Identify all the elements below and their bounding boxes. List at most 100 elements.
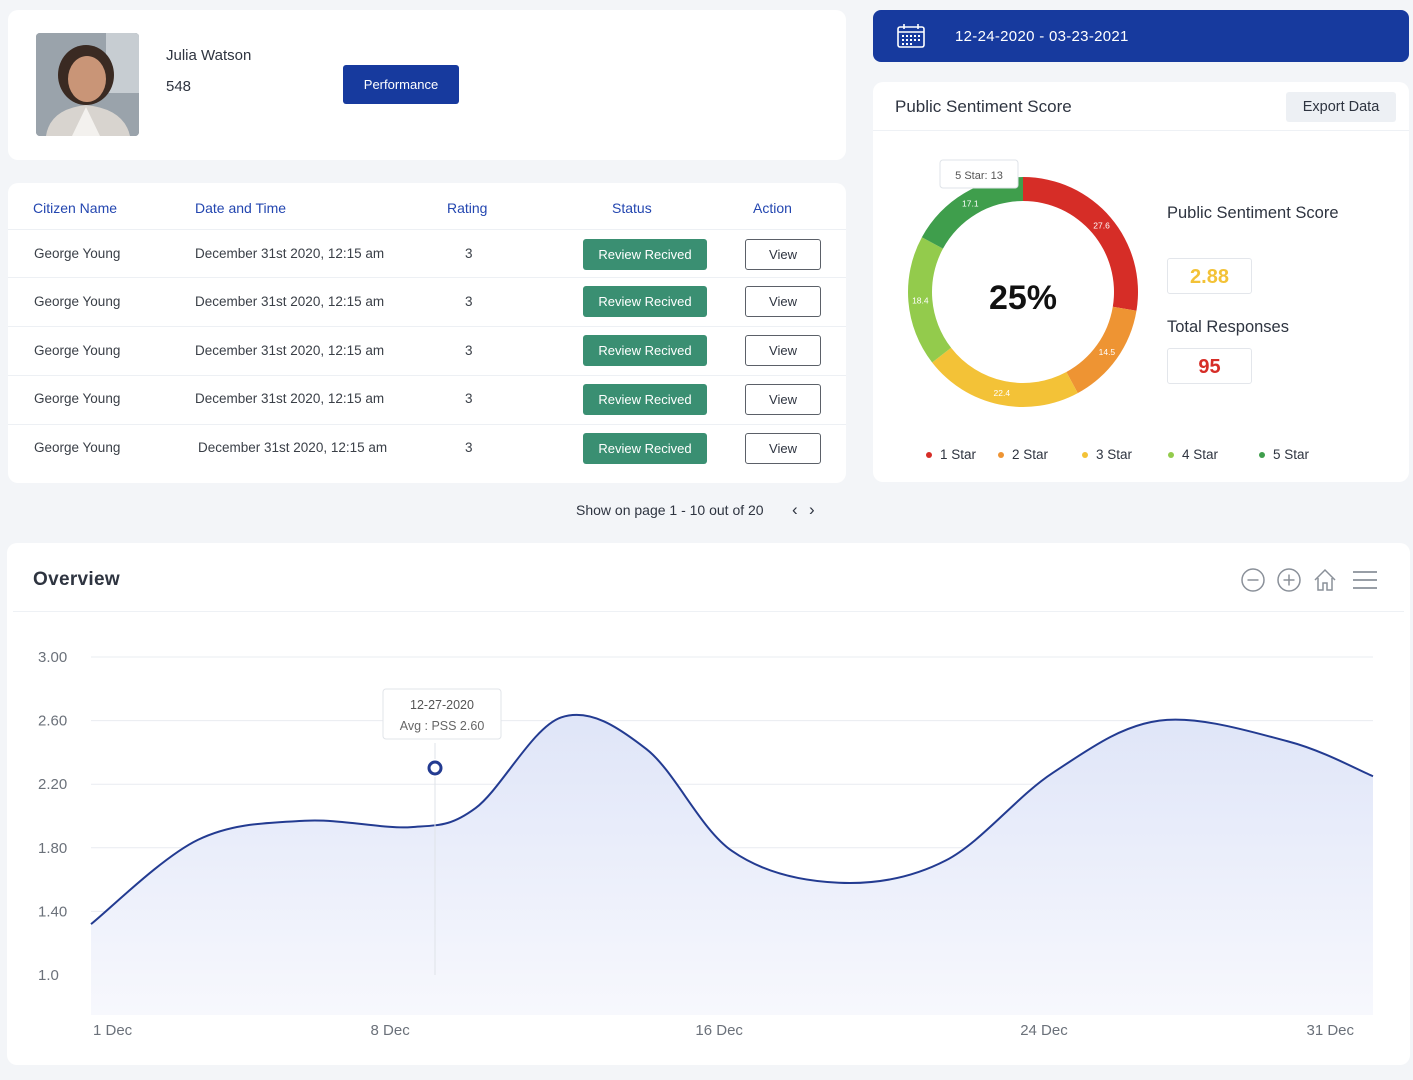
tooltip-date: 12-27-2020 xyxy=(410,698,474,712)
overview-card: Overview 3.00 2.60 2.20 1.80 1.40 1.0 1 Dec 8 … xyxy=(7,543,1410,1065)
view-button[interactable]: View xyxy=(745,239,821,270)
export-data-button[interactable]: Export Data xyxy=(1286,92,1396,122)
sentiment-card: Public Sentiment Score Export Data 27.6 1… xyxy=(873,82,1409,482)
date-range-text: 12-24-2020 - 03-23-2021 xyxy=(955,28,1129,45)
sentiment-title: Public Sentiment Score xyxy=(895,97,1072,116)
legend-item: 3 Star xyxy=(1082,447,1132,462)
legend-dot xyxy=(1168,452,1174,459)
column-header-date-time[interactable]: Date and Time xyxy=(195,200,287,216)
citizen-name-cell: George Young xyxy=(34,246,121,261)
donut-slice-label: 14.5 xyxy=(1099,347,1116,357)
column-header-citizen-name[interactable]: Citizen Name xyxy=(33,200,118,216)
datetime-cell: December 31st 2020, 12:15 am xyxy=(195,246,385,261)
calendar-icon xyxy=(896,23,926,54)
legend-dot xyxy=(1259,452,1265,459)
donut-slice-5-star[interactable] xyxy=(921,177,1023,249)
legend-item: 1 Star xyxy=(926,447,976,462)
legend-label: 2 Star xyxy=(1012,447,1049,462)
datetime-cell: December 31st 2020, 12:15 am xyxy=(198,440,388,455)
y-tick-label: 1.0 xyxy=(38,967,59,984)
citizen-name-cell: George Young xyxy=(34,294,121,309)
hover-marker[interactable] xyxy=(426,759,445,777)
prev-page-button[interactable]: ‹ xyxy=(792,500,798,519)
rating-cell: 3 xyxy=(465,440,473,455)
sentiment-donut-chart: 27.6 14.5 22.4 18.4 17.1 25% 5 Star: 13 xyxy=(908,159,1138,407)
x-tick-label: 1 Dec xyxy=(93,1022,133,1039)
zoom-out-icon[interactable] xyxy=(1240,567,1266,598)
tooltip-text: 5 Star: 13 xyxy=(955,170,1003,182)
tooltip-value: Avg : PSS 2.60 xyxy=(400,719,485,733)
avatar xyxy=(36,33,139,136)
donut-tooltip: 5 Star: 13 xyxy=(939,159,1019,189)
citizen-name-cell: George Young xyxy=(34,391,121,406)
legend-dot xyxy=(926,452,932,459)
home-icon[interactable] xyxy=(1312,567,1338,598)
datetime-cell: December 31st 2020, 12:15 am xyxy=(195,343,385,358)
view-button[interactable]: View xyxy=(745,335,821,366)
citizen-name-cell: George Young xyxy=(34,440,121,455)
profile-card: Julia Watson 548 Performance xyxy=(8,10,846,160)
area-fill xyxy=(91,714,1373,1015)
column-header-status[interactable]: Status xyxy=(612,200,652,216)
x-tick-label: 31 Dec xyxy=(1307,1022,1355,1039)
x-tick-label: 24 Dec xyxy=(1020,1022,1068,1039)
view-button[interactable]: View xyxy=(745,433,821,464)
score-label: Public Sentiment Score xyxy=(1167,204,1339,222)
datetime-cell: December 31st 2020, 12:15 am xyxy=(195,294,385,309)
status-badge: Review Recived xyxy=(583,286,707,317)
y-tick-label: 3.00 xyxy=(38,649,67,666)
y-tick-label: 1.40 xyxy=(38,903,67,920)
legend-dot xyxy=(1082,452,1088,459)
zoom-in-icon[interactable] xyxy=(1276,567,1302,598)
status-badge: Review Recived xyxy=(583,433,707,464)
divider xyxy=(873,130,1409,131)
column-header-rating[interactable]: Rating xyxy=(447,200,488,216)
donut-slice-2-star[interactable] xyxy=(1066,306,1137,394)
datetime-cell: December 31st 2020, 12:15 am xyxy=(195,391,385,406)
next-page-button[interactable]: › xyxy=(809,500,815,519)
total-responses-value: 95 xyxy=(1167,348,1252,384)
series-line xyxy=(90,713,1374,925)
donut-slice-3-star[interactable] xyxy=(932,347,1078,407)
view-button[interactable]: View xyxy=(745,286,821,317)
performance-button[interactable]: Performance xyxy=(343,65,459,104)
table-row: George Young December 31st 2020, 12:15 a… xyxy=(8,229,846,278)
menu-icon[interactable] xyxy=(1352,567,1378,598)
y-tick-label: 1.80 xyxy=(38,840,67,857)
table-row: George Young December 31st 2020, 12:15 a… xyxy=(8,424,846,473)
donut-slice-label: 18.4 xyxy=(912,295,929,305)
column-header-action: Action xyxy=(753,200,792,216)
legend-item: 4 Star xyxy=(1168,447,1218,462)
score-value: 2.88 xyxy=(1167,258,1252,294)
x-tick-label: 8 Dec xyxy=(371,1022,411,1039)
donut-slice-label: 22.4 xyxy=(994,388,1011,398)
legend-label: 3 Star xyxy=(1096,447,1133,462)
rating-cell: 3 xyxy=(465,246,473,261)
legend-item: 5 Star xyxy=(1259,447,1309,462)
pagination-text: Show on page 1 - 10 out of 20 xyxy=(576,502,764,518)
citizen-name-cell: George Young xyxy=(34,343,121,358)
y-tick-label: 2.20 xyxy=(38,776,67,793)
overview-title: Overview xyxy=(33,569,120,590)
donut-slice-1-star[interactable] xyxy=(1023,177,1138,311)
legend-label: 4 Star xyxy=(1182,447,1219,462)
rating-cell: 3 xyxy=(465,294,473,309)
donut-slice-label: 17.1 xyxy=(962,199,979,209)
donut-slice-4-star[interactable] xyxy=(908,237,952,363)
view-button[interactable]: View xyxy=(745,384,821,415)
reviews-table: Citizen Name Date and Time Rating Status… xyxy=(8,183,846,483)
status-badge: Review Recived xyxy=(583,239,707,270)
table-row: George Young December 31st 2020, 12:15 a… xyxy=(8,326,846,375)
profile-number: 548 xyxy=(166,78,192,95)
status-badge: Review Recived xyxy=(583,335,707,366)
status-badge: Review Recived xyxy=(583,384,707,415)
divider xyxy=(13,611,1404,612)
table-row: George Young December 31st 2020, 12:15 a… xyxy=(8,375,846,424)
x-tick-label: 16 Dec xyxy=(695,1022,743,1039)
legend-item: 2 Star xyxy=(998,447,1048,462)
legend-label: 5 Star xyxy=(1273,447,1310,462)
total-responses-label: Total Responses xyxy=(1167,318,1289,336)
legend-label: 1 Star xyxy=(940,447,977,462)
donut-slice-label: 27.6 xyxy=(1093,220,1110,230)
date-range-picker[interactable]: 12-24-2020 - 03-23-2021 xyxy=(873,10,1409,62)
